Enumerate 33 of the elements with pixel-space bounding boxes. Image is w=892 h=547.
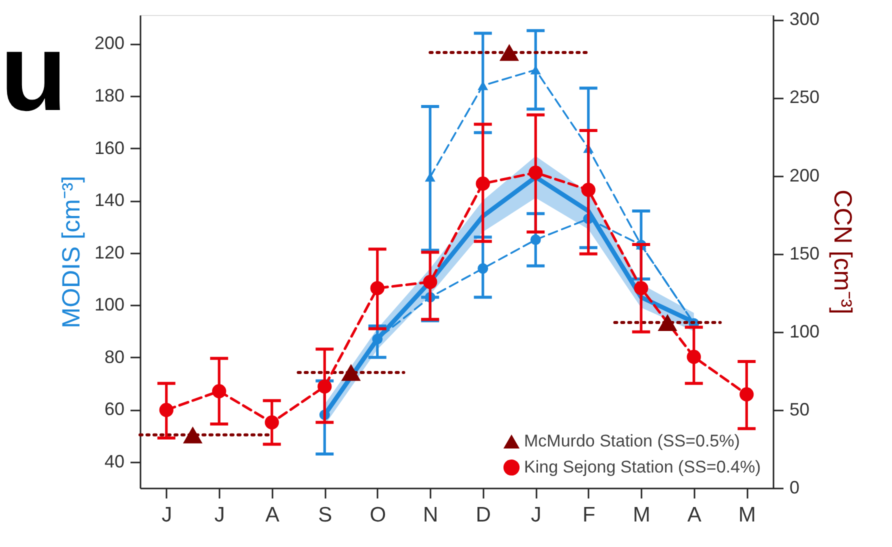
y-tick-label: 40	[104, 451, 124, 472]
x-tick-label: J	[214, 504, 225, 526]
y-tick-label: 180	[94, 86, 124, 106]
x-tick-label: M	[738, 504, 756, 526]
y-tick-label: 200	[94, 33, 124, 54]
x-tick-label: O	[370, 504, 386, 526]
x-tick-label: S	[318, 504, 332, 526]
x-tick-label: M	[632, 504, 650, 526]
y-axis-title: MODIS [cm⁻³]	[57, 176, 86, 328]
y2-tick-label: 100	[790, 321, 820, 342]
y2-tick-label: 150	[790, 243, 820, 264]
x-tick-label: J	[162, 504, 172, 526]
legend-label: McMurdo Station (SS=0.5%)	[524, 432, 740, 450]
x-tick-label: A	[265, 504, 280, 526]
y-tick-label: 140	[94, 190, 124, 210]
x-tick-label: F	[582, 504, 596, 526]
y-tick-label: 160	[94, 138, 124, 158]
legend-label: King Sejong Station (SS=0.4%)	[524, 458, 761, 476]
y2-tick-label: 300	[790, 9, 820, 30]
y2-tick-label: 250	[790, 87, 820, 108]
y-tick-label: 60	[104, 399, 124, 420]
x-tick-label: A	[687, 504, 702, 526]
text: u	[0, 11, 68, 134]
y-tick-label: 100	[94, 294, 124, 315]
x-tick-label: D	[476, 504, 491, 526]
y2-tick-label: 0	[790, 478, 800, 498]
x-tick-label: J	[530, 504, 542, 526]
y2-tick-label: 50	[790, 399, 810, 420]
y-tick-label: 80	[104, 346, 124, 367]
y2-axis-title: CCN [cm⁻³]	[828, 190, 857, 314]
y-tick-label: 120	[94, 242, 124, 262]
y2-tick-label: 200	[790, 165, 820, 186]
x-tick-label: N	[423, 504, 438, 526]
